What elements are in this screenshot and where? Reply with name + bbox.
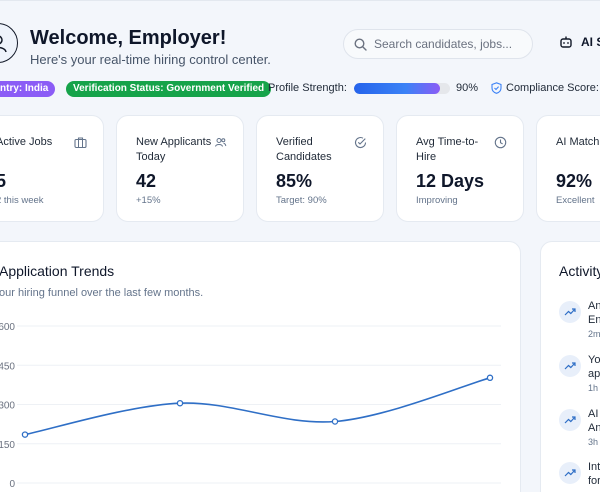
- data-point[interactable]: [21, 431, 29, 438]
- check-circle-icon: [354, 137, 367, 149]
- trending-up-icon: [559, 355, 581, 377]
- search-input[interactable]: [374, 37, 524, 51]
- trend-chart: 600 450 300 150 0: [0, 322, 501, 490]
- metric-value: 12 Days: [416, 171, 485, 191]
- activity-item[interactable]: AnEn 2m: [559, 299, 600, 343]
- profile-strength-label: Profile Strength:: [268, 82, 347, 94]
- compliance-label: Compliance Score:: [506, 82, 599, 94]
- activity-item[interactable]: Int for: [559, 460, 600, 492]
- activity-item[interactable]: AI fAna 3h a: [559, 407, 600, 451]
- metric-sub: +15%: [136, 195, 161, 206]
- series-line: [24, 377, 491, 436]
- profile-strength-bar: [354, 83, 450, 94]
- ai-assistant-label: AI S: [581, 35, 600, 49]
- shield-check-icon: [491, 82, 502, 94]
- metric-label: New Applicants Today: [136, 136, 212, 163]
- trending-up-icon: [559, 301, 581, 323]
- y-tick-label: 600: [0, 322, 15, 333]
- metric-value: 85%: [276, 171, 313, 191]
- y-tick-label: 150: [0, 440, 15, 451]
- activity-item[interactable]: Yo ap 1h: [559, 353, 600, 397]
- metric-value: 5: [0, 171, 6, 192]
- metric-sub: Improving: [416, 195, 458, 206]
- data-point[interactable]: [331, 418, 339, 425]
- metric-card-active-jobs[interactable]: Active Jobs 5 2 this week: [0, 115, 104, 222]
- application-trends-panel: Application Trends our hiring funnel ove…: [0, 241, 521, 492]
- trending-up-icon: [559, 462, 581, 484]
- profile-strength-fill: [354, 83, 441, 94]
- y-tick-label: 0: [9, 479, 15, 490]
- compliance-score: Compliance Score:: [491, 82, 599, 94]
- search-box[interactable]: [343, 29, 533, 59]
- activity-time: 2m: [588, 329, 600, 339]
- country-badge: ntry: India: [0, 81, 56, 97]
- metric-value: 92%: [556, 171, 593, 191]
- clock-icon: [494, 136, 507, 149]
- metric-label: Avg Time-to-Hire: [416, 136, 479, 163]
- page-subtitle: Here's your real-time hiring control cen…: [30, 52, 271, 67]
- activity-text: AI fAna: [588, 408, 600, 434]
- data-point[interactable]: [176, 399, 184, 407]
- profile-strength-value: 90%: [456, 82, 479, 94]
- trends-subtitle: our hiring funnel over the last few mont…: [0, 287, 204, 299]
- search-icon: [354, 37, 367, 51]
- page-title: Welcome, Employer!: [30, 27, 227, 49]
- metric-label: Active Jobs: [0, 136, 53, 148]
- metric-card-new-applicants[interactable]: New Applicants Today 42 +15%: [116, 115, 244, 222]
- activity-text: Int for: [588, 461, 600, 487]
- trends-title: Application Trends: [0, 263, 115, 279]
- activity-time: 3h a: [588, 437, 600, 447]
- robot-icon: [560, 36, 572, 48]
- metric-sub: Target: 90%: [276, 195, 327, 206]
- y-tick-label: 450: [0, 361, 15, 372]
- avatar[interactable]: [0, 23, 18, 63]
- activity-time: 1h: [588, 383, 599, 393]
- metric-card-time-to-hire[interactable]: Avg Time-to-Hire 12 Days Improving: [396, 115, 524, 222]
- activity-text: AnEn: [588, 300, 600, 326]
- metric-sub: 2 this week: [0, 195, 44, 206]
- briefcase-icon: [74, 137, 87, 149]
- metric-label: AI Match: [556, 136, 600, 148]
- data-point[interactable]: [486, 374, 494, 382]
- verification-badge: Verification Status: Government Verified: [66, 81, 272, 97]
- metric-sub: Excellent: [556, 195, 595, 206]
- user-icon: [0, 35, 7, 53]
- metric-card-ai-match[interactable]: AI Match 92% Excellent: [536, 115, 600, 222]
- trending-up-icon: [559, 409, 581, 431]
- metric-label: Verified Candidates: [276, 136, 332, 163]
- metric-value: 42: [136, 171, 157, 191]
- ai-assistant-button[interactable]: AI S: [559, 35, 600, 49]
- users-icon: [215, 138, 227, 147]
- y-tick-label: 300: [0, 401, 15, 412]
- activity-text: Yo ap: [588, 354, 600, 380]
- activity-title: Activity: [559, 263, 600, 279]
- metric-card-verified-candidates[interactable]: Verified Candidates 85% Target: 90%: [256, 115, 384, 222]
